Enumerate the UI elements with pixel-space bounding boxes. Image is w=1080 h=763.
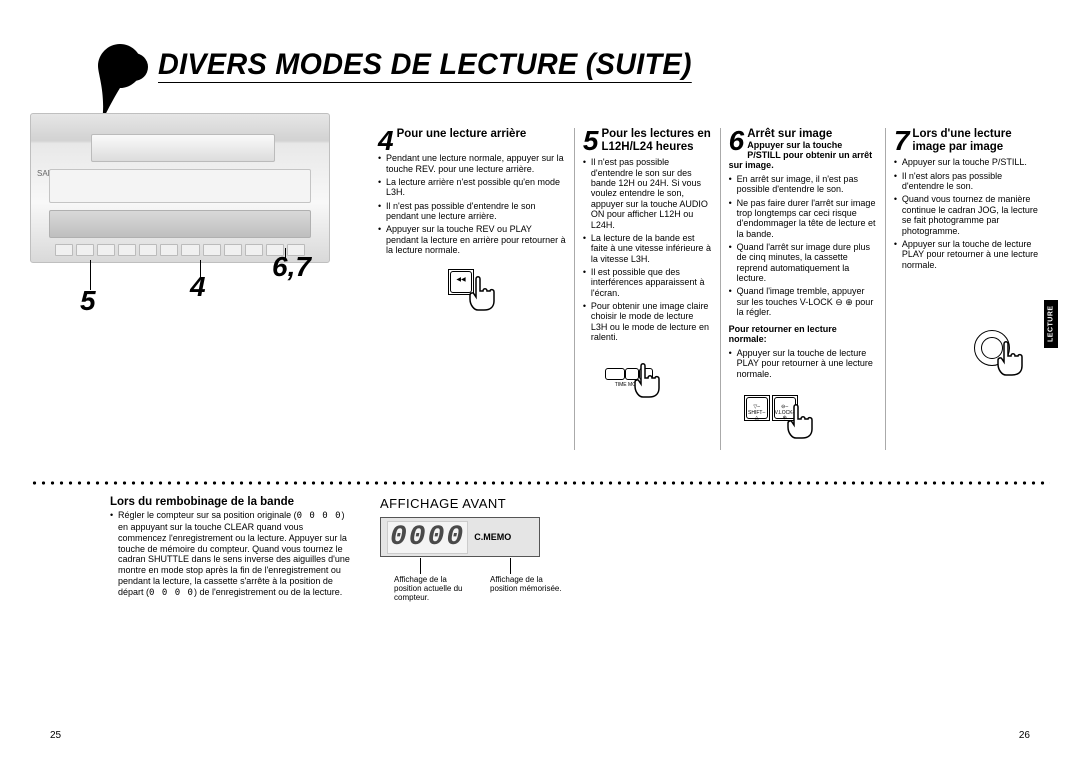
step-7-body: Appuyer sur la touche P/STILL. Il n'est …: [894, 157, 1042, 269]
page-number-left: 25: [50, 730, 61, 741]
rewind-body: Régler le compteur sur sa position origi…: [110, 510, 350, 598]
rewind-section: Lors du rembobinage de la bande Régler l…: [110, 496, 350, 598]
leader-label-4: 4: [190, 271, 206, 303]
display-digits: 0000: [387, 521, 468, 554]
step-4-body: Pendant une lecture normale, appuyer sur…: [378, 153, 566, 255]
step-4-title: Pour une lecture arrière: [378, 128, 566, 141]
leader-label-67: 6,7: [272, 251, 311, 283]
display-label-left: Affichage de la position actuelle du com…: [394, 576, 468, 602]
step-6-body: En arrêt sur image, il n'est pas possibl…: [729, 174, 877, 317]
step-4-hand-icon: ◀◀: [448, 269, 498, 324]
step-5-title: Pour les lectures en L12H/L24 heures: [583, 128, 712, 154]
rewind-title: Lors du rembobinage de la bande: [110, 496, 350, 508]
display-box: 0000 C.MEMO: [380, 517, 540, 557]
side-tab-lecture: LECTURE: [1044, 300, 1058, 348]
title-row: DIVERS MODES DE LECTURE (SUITE): [120, 50, 1050, 83]
step-6-return-body: Appuyer sur la touche de lecture PLAY po…: [729, 348, 877, 379]
step-7-title: Lors d'une lecture image par image: [894, 128, 1042, 154]
dotted-divider: [30, 480, 1050, 486]
step-6-number: 6: [729, 128, 745, 153]
step-4-number: 4: [378, 128, 394, 153]
step-7-hand-icon: [974, 330, 1034, 385]
step-6-return-title: Pour retourner en lecture normale:: [729, 325, 877, 345]
device-illustration: SAMSUNG: [30, 113, 330, 263]
step-7-number: 7: [894, 128, 910, 153]
page-number-right: 26: [1019, 730, 1030, 741]
callout-line-left: [420, 558, 421, 574]
page-title: DIVERS MODES DE LECTURE (SUITE): [158, 50, 692, 83]
step-5-hand-icon: TIME MODE: [605, 362, 655, 417]
step-5-body: Il n'est pas possible d'entendre le son …: [583, 157, 712, 342]
callout-line-right: [510, 558, 511, 574]
step-5-number: 5: [583, 128, 599, 153]
step-6-subtitle: Appuyer sur la touche P/STILL pour obten…: [729, 141, 877, 171]
front-display-section: AFFICHAGE AVANT 0000 C.MEMO Affichage de…: [380, 496, 540, 598]
cmemo-label: C.MEMO: [474, 532, 511, 542]
front-display-title: AFFICHAGE AVANT: [380, 496, 540, 511]
display-label-right: Affichage de la position mémorisée.: [490, 576, 564, 594]
step-6-hand-icon: ▽–SHIFT–△⊖–V.LOCK–⊕: [744, 395, 834, 450]
decorative-comma: [98, 44, 142, 124]
leader-label-5: 5: [80, 285, 96, 317]
